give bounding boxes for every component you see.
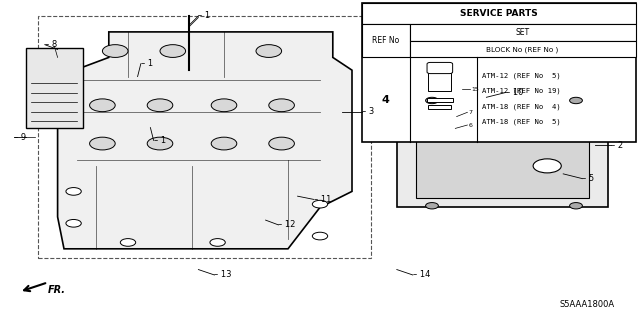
Text: FR.: FR. bbox=[48, 285, 66, 294]
Circle shape bbox=[312, 232, 328, 240]
Text: – 12: – 12 bbox=[278, 220, 296, 229]
Circle shape bbox=[211, 137, 237, 150]
Text: REF No: REF No bbox=[372, 36, 399, 45]
Text: – 5: – 5 bbox=[582, 174, 595, 183]
Circle shape bbox=[147, 137, 173, 150]
Polygon shape bbox=[58, 32, 352, 249]
Bar bbox=[38, 16, 371, 258]
Text: SET: SET bbox=[515, 28, 530, 37]
FancyBboxPatch shape bbox=[427, 63, 452, 74]
Text: – 13: – 13 bbox=[214, 271, 232, 279]
Text: ATM-18 (REF No  4): ATM-18 (REF No 4) bbox=[482, 103, 561, 110]
Text: – 14: – 14 bbox=[413, 271, 430, 279]
Text: – 10: – 10 bbox=[506, 88, 523, 97]
Circle shape bbox=[120, 239, 136, 246]
Text: – 3: – 3 bbox=[362, 107, 374, 116]
Circle shape bbox=[570, 97, 582, 104]
Circle shape bbox=[426, 203, 438, 209]
Text: S5AAA1800A: S5AAA1800A bbox=[559, 300, 614, 309]
Bar bbox=[428, 72, 451, 91]
Bar bbox=[362, 24, 410, 57]
Circle shape bbox=[533, 159, 561, 173]
Polygon shape bbox=[397, 89, 608, 207]
Bar bbox=[416, 102, 589, 198]
Circle shape bbox=[90, 137, 115, 150]
Text: ATM-12 (REF No 19): ATM-12 (REF No 19) bbox=[482, 88, 561, 94]
Text: 4: 4 bbox=[381, 95, 390, 105]
Text: 6: 6 bbox=[468, 122, 472, 128]
Bar bbox=[362, 3, 636, 142]
Bar bbox=[427, 98, 452, 102]
Circle shape bbox=[256, 45, 282, 57]
Circle shape bbox=[426, 97, 438, 104]
Circle shape bbox=[269, 137, 294, 150]
Circle shape bbox=[312, 200, 328, 208]
Text: – 1: – 1 bbox=[141, 59, 153, 68]
Text: BLOCK No (REF No ): BLOCK No (REF No ) bbox=[486, 46, 559, 53]
Circle shape bbox=[102, 45, 128, 57]
Text: – 1: – 1 bbox=[154, 136, 166, 145]
Text: ATM-18 (REF No  5): ATM-18 (REF No 5) bbox=[482, 118, 561, 125]
Text: SERVICE PARTS: SERVICE PARTS bbox=[460, 9, 538, 18]
Circle shape bbox=[147, 99, 173, 112]
Bar bbox=[362, 3, 636, 24]
Text: 7: 7 bbox=[468, 110, 473, 115]
Circle shape bbox=[66, 219, 81, 227]
Text: ATM-12 (REF No  5): ATM-12 (REF No 5) bbox=[482, 73, 561, 79]
Text: – 2: – 2 bbox=[611, 141, 623, 150]
Bar bbox=[26, 48, 83, 128]
Text: 15: 15 bbox=[472, 87, 479, 92]
Circle shape bbox=[570, 203, 582, 209]
Circle shape bbox=[160, 45, 186, 57]
Circle shape bbox=[66, 188, 81, 195]
Circle shape bbox=[90, 99, 115, 112]
Circle shape bbox=[269, 99, 294, 112]
Bar bbox=[428, 105, 451, 109]
Text: – 9: – 9 bbox=[14, 133, 26, 142]
Text: – 8: – 8 bbox=[45, 40, 57, 49]
Bar bbox=[410, 41, 636, 57]
Circle shape bbox=[210, 239, 225, 246]
Circle shape bbox=[211, 99, 237, 112]
Text: – 1: – 1 bbox=[198, 11, 211, 20]
Bar bbox=[410, 24, 636, 41]
Text: – 11: – 11 bbox=[314, 195, 331, 204]
